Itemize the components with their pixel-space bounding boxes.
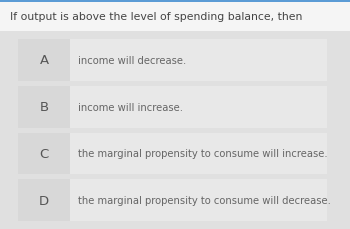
Text: C: C <box>40 147 49 160</box>
Bar <box>18 40 70 81</box>
Text: income will decrease.: income will decrease. <box>78 56 186 65</box>
Bar <box>18 133 327 174</box>
Bar <box>18 40 327 81</box>
Text: A: A <box>40 54 49 67</box>
Bar <box>18 86 70 128</box>
Text: income will increase.: income will increase. <box>78 102 183 112</box>
Text: D: D <box>39 194 49 207</box>
Text: the marginal propensity to consume will decrease.: the marginal propensity to consume will … <box>78 195 331 205</box>
Text: the marginal propensity to consume will increase.: the marginal propensity to consume will … <box>78 149 328 159</box>
Text: If output is above the level of spending balance, then: If output is above the level of spending… <box>10 12 302 22</box>
Bar <box>18 133 70 174</box>
Bar <box>18 180 70 221</box>
Bar <box>0 0 350 32</box>
Bar <box>18 180 327 221</box>
Text: B: B <box>40 101 49 114</box>
Bar <box>0 0 350 3</box>
Bar <box>18 86 327 128</box>
